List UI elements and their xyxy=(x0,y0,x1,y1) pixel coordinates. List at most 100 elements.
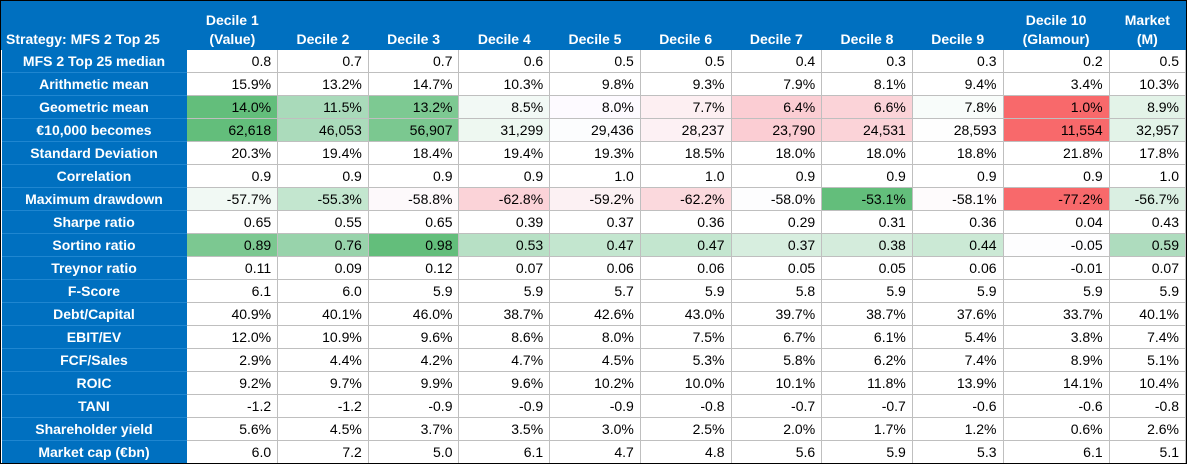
column-header-line2: (Glamour) xyxy=(1022,31,1090,47)
row-label: Correlation xyxy=(1,164,188,188)
table-cell: 0.8 xyxy=(186,49,279,73)
table-cell: 18.8% xyxy=(911,141,1004,165)
table-cell: 56,907 xyxy=(367,118,460,142)
table-cell: 0.9 xyxy=(186,164,279,188)
table-cell: 10.1% xyxy=(730,371,823,395)
table-cell: 8.5% xyxy=(458,95,551,119)
table-cell: 31,299 xyxy=(458,118,551,142)
table-cell: 7.2 xyxy=(277,440,369,463)
column-header-line2: Decile 5 xyxy=(568,31,622,47)
table-cell: 1.7% xyxy=(821,417,913,441)
table-cell: 1.0% xyxy=(1002,95,1110,119)
table-cell: 40.1% xyxy=(1108,302,1186,326)
table-cell: 5.9 xyxy=(821,440,913,463)
table-cell: 11.8% xyxy=(821,371,913,395)
table-row: Sortino ratio 0.89 0.76 0.98 0.53 0.47 0.47 0.3… xyxy=(1,233,1186,257)
table-cell: 0.9 xyxy=(1002,164,1110,188)
table-cell: -62.2% xyxy=(639,187,732,211)
table-cell: 5.6% xyxy=(186,417,279,441)
table-cell: 14.7% xyxy=(367,72,460,96)
table-cell: 1.0 xyxy=(549,164,641,188)
table-cell: 0.9 xyxy=(821,164,913,188)
table-cell: 9.2% xyxy=(186,371,279,395)
table-cell: 2.5% xyxy=(639,417,732,441)
table-cell: 0.05 xyxy=(821,256,913,280)
column-header-line2: (Value) xyxy=(209,31,256,47)
table-cell: -58.1% xyxy=(911,187,1004,211)
table-cell: 5.4% xyxy=(911,325,1004,349)
header-row: Strategy: MFS 2 Top 25 Decile 1 (Value) De… xyxy=(1,1,1186,50)
table-cell: 46.0% xyxy=(367,302,460,326)
table-row: Standard Deviation 20.3% 19.4% 18.4% 19.4% 19… xyxy=(1,141,1186,165)
table-cell: 0.04 xyxy=(1002,210,1110,234)
table-cell: 0.06 xyxy=(549,256,641,280)
row-label: Sortino ratio xyxy=(1,233,188,257)
table-cell: 0.3 xyxy=(821,49,913,73)
table-cell: 5.9 xyxy=(458,279,551,303)
column-header-line2: Decile 9 xyxy=(931,31,985,47)
table-row: €10,000 becomes 62,618 46,053 56,907 31,299 2… xyxy=(1,118,1186,142)
table-cell: 14.0% xyxy=(186,95,279,119)
table-cell: 18.4% xyxy=(367,141,460,165)
table-cell: -0.7 xyxy=(821,394,913,418)
table-cell: 0.5 xyxy=(1108,49,1186,73)
row-label: FCF/Sales xyxy=(1,348,188,372)
table-cell: -1.2 xyxy=(277,394,369,418)
table-cell: 0.06 xyxy=(639,256,732,280)
table-cell: 0.7 xyxy=(277,49,369,73)
table-cell: 0.5 xyxy=(639,49,732,73)
table-cell: 33.7% xyxy=(1002,302,1110,326)
table-cell: -59.2% xyxy=(549,187,641,211)
table-cell: 5.8 xyxy=(730,279,823,303)
table-row: Correlation 0.9 0.9 0.9 0.9 1.0 1.0 0.9 0.9 0.9 0.… xyxy=(1,164,1186,188)
table-cell: 0.5 xyxy=(549,49,641,73)
column-header: Decile 3 xyxy=(367,1,460,50)
row-label: €10,000 becomes xyxy=(1,118,188,142)
table-cell: 0.11 xyxy=(186,256,279,280)
table-cell: 10.9% xyxy=(277,325,369,349)
column-header-line1: Decile 1 xyxy=(205,12,259,28)
table-cell: -0.8 xyxy=(1108,394,1186,418)
table-cell: 0.9 xyxy=(277,164,369,188)
table-cell: 12.0% xyxy=(186,325,279,349)
table-cell: 0.55 xyxy=(277,210,369,234)
table-cell: 4.7% xyxy=(458,348,551,372)
table-cell: -0.8 xyxy=(639,394,732,418)
table-cell: 18.5% xyxy=(639,141,732,165)
table-cell: 9.6% xyxy=(367,325,460,349)
table-cell: -0.9 xyxy=(367,394,460,418)
table-cell: 0.9 xyxy=(911,164,1004,188)
table-cell: -0.7 xyxy=(730,394,823,418)
table-row: Shareholder yield 5.6% 4.5% 3.7% 3.5% 3.0% 2.5… xyxy=(1,417,1186,441)
table-cell: 5.9 xyxy=(1002,279,1110,303)
table-cell: 0.89 xyxy=(186,233,279,257)
table-cell: 0.09 xyxy=(277,256,369,280)
table-cell: 5.1% xyxy=(1108,348,1186,372)
table-cell: 6.2% xyxy=(821,348,913,372)
table-cell: 5.8% xyxy=(730,348,823,372)
column-header: Decile 10 (Glamour) xyxy=(1002,1,1110,50)
table-cell: 28,593 xyxy=(911,118,1004,142)
table-cell: 11.5% xyxy=(277,95,369,119)
table-cell: 1.0 xyxy=(639,164,732,188)
strategy-header: Strategy: MFS 2 Top 25 xyxy=(1,1,188,50)
table-cell: 42.6% xyxy=(549,302,641,326)
table-cell: 13.9% xyxy=(911,371,1004,395)
table-cell: 7.4% xyxy=(911,348,1004,372)
table-cell: 0.05 xyxy=(730,256,823,280)
table-cell: 5.1 xyxy=(1108,440,1186,463)
table-cell: 11,554 xyxy=(1002,118,1110,142)
table-cell: 0.29 xyxy=(730,210,823,234)
table-cell: 6.0 xyxy=(186,440,279,463)
column-header-line1: Market xyxy=(1124,12,1170,28)
table-cell: 0.36 xyxy=(911,210,1004,234)
table-row: Arithmetic mean 15.9% 13.2% 14.7% 10.3% 9.8% 9… xyxy=(1,72,1186,96)
table-cell: 7.9% xyxy=(730,72,823,96)
column-header: Decile 1 (Value) xyxy=(186,1,279,50)
table-cell: 0.44 xyxy=(911,233,1004,257)
table-cell: 19.4% xyxy=(277,141,369,165)
row-label: Sharpe ratio xyxy=(1,210,188,234)
column-header: Decile 9 xyxy=(911,1,1004,50)
table-cell: 7.5% xyxy=(639,325,732,349)
table-cell: 15.9% xyxy=(186,72,279,96)
